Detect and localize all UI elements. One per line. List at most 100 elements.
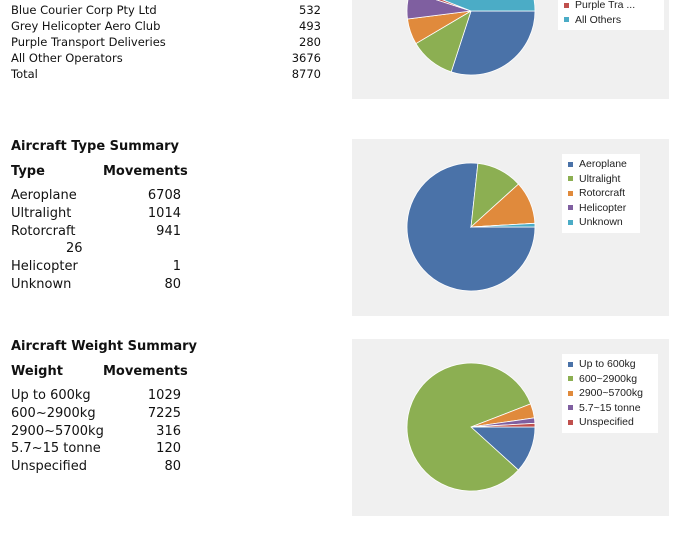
pie-slice [442,0,536,12]
type-value: 6708 [147,188,181,203]
operator-name: Total [11,67,38,81]
operator-row: Purple Transport Deliveries 280 [11,34,321,50]
weight-column-header: Weight [11,364,63,379]
weight-pie-chart [406,362,536,492]
legend-label: 2900~5700kg [579,387,643,400]
weight-row: Up to 600kg 1029 [11,387,181,405]
legend-swatch [568,361,573,367]
pie-slice [406,0,472,20]
type-row: Rotorcraft 941 [11,223,181,241]
legend-swatch [564,17,569,23]
legend-swatch [568,405,573,411]
operator-name: Grey Helicopter Aero Club [11,19,161,33]
legend-item: Up to 600kg [567,357,652,372]
legend-item: Unspecified [567,415,652,430]
operator-row: Blue Courier Corp Pty Ltd 532 [11,2,321,18]
operator-name: Blue Courier Corp Pty Ltd [11,3,157,17]
type-pie-chart [406,162,536,292]
weight-row: 600~2900kg 7225 [11,405,181,423]
type-value: 1014 [147,206,181,221]
legend-label: Up to 600kg [579,358,636,370]
pie-slice [470,422,536,428]
weight-label: 5.7~15 tonne [11,441,101,456]
weight-row: 5.7~15 tonne 120 [11,440,181,458]
legend-label: Unknown [579,216,623,229]
operator-row: All Other Operators 3676 [11,50,321,66]
legend-label: Helicopter [579,201,627,214]
legend-swatch [568,219,573,225]
weight-row: 2900~5700kg 316 [11,423,181,441]
type-row: Unknown 80 [11,276,181,294]
legend-item: Unknown [567,215,634,230]
legend-label: Unspecified [579,416,634,429]
weight-row: Unspecified 80 [11,458,181,476]
movements-column-header: Movements [103,364,188,379]
type-row: Aeroplane 6708 [11,187,181,205]
weight-label: Up to 600kg [11,388,91,403]
legend-item: 5.7~15 tonne [567,401,652,416]
stray-value: 26 [66,241,83,256]
type-value: 1 [172,259,181,274]
operator-value: 8770 [291,67,321,81]
legend-swatch [568,390,573,396]
weight-label: Unspecified [11,459,87,474]
legend-swatch [568,161,573,167]
weight-value: 316 [156,424,181,439]
pie-slice [406,162,536,292]
legend-item: Rotorcraft [567,186,634,201]
pie-slice [450,10,536,76]
operator-name: All Other Operators [11,51,123,65]
movements-column-header: Movements [103,164,188,179]
type-value: 80 [164,277,181,292]
legend-swatch [568,419,573,425]
legend-item: Ultralight [567,172,634,187]
operator-value: 280 [299,35,321,49]
type-value: 941 [156,224,181,239]
operator-row: Grey Helicopter Aero Club 493 [11,18,321,34]
type-label: Ultralight [11,206,72,221]
operators-pie-chart [406,0,536,76]
type-legend: Aeroplane Ultralight Rotorcraft Helicopt… [562,154,640,233]
operators-legend: Purple Tra ... All Others [558,0,664,31]
legend-item: 2900~5700kg [567,386,652,401]
operator-total-row: Total 8770 [11,66,321,82]
legend-label: Aeroplane [579,158,627,170]
legend-label: Rotorcraft [579,187,626,200]
type-label: Aeroplane [11,188,77,203]
weight-chart-panel: Up to 600kg 600~2900kg 2900~5700kg 5.7~1… [352,339,669,516]
legend-label: Purple Tra ... [575,0,636,11]
legend-label: 600~2900kg [579,372,638,385]
type-chart-panel: Aeroplane Ultralight Rotorcraft Helicopt… [352,139,669,316]
legend-item: All Others [563,13,658,28]
type-row: Helicopter 1 [11,258,181,276]
pie-slice [435,0,472,12]
legend-label: Ultralight [579,172,621,185]
weight-legend: Up to 600kg 600~2900kg 2900~5700kg 5.7~1… [562,354,658,433]
weight-value: 1029 [147,388,181,403]
type-label: Helicopter [11,259,78,274]
weight-value: 7225 [147,406,181,421]
legend-item: Purple Tra ... [563,0,658,13]
legend-item: 600~2900kg [567,372,652,387]
weight-label: 600~2900kg [11,406,96,421]
operator-value: 532 [299,3,321,17]
legend-label: 5.7~15 tonne [579,401,641,414]
pie-slice [406,362,532,492]
operator-name: Purple Transport Deliveries [11,35,166,49]
pie-slice [470,222,536,228]
weight-value: 120 [156,441,181,456]
weight-summary-title: Aircraft Weight Summary [11,339,198,354]
type-summary-title: Aircraft Type Summary [11,139,180,154]
operator-value: 493 [299,19,321,33]
weight-value: 80 [164,459,181,474]
type-row: Ultralight 1014 [11,205,181,223]
legend-swatch [568,176,573,182]
legend-label: All Others [575,13,622,26]
legend-item: Helicopter [567,201,634,216]
legend-swatch [568,190,573,196]
weight-label: 2900~5700kg [11,424,104,439]
type-label: Rotorcraft [11,224,76,239]
operator-value: 3676 [291,51,321,65]
type-column-header: Type [11,164,45,179]
operators-chart-panel: Purple Tra ... All Others [352,0,669,99]
